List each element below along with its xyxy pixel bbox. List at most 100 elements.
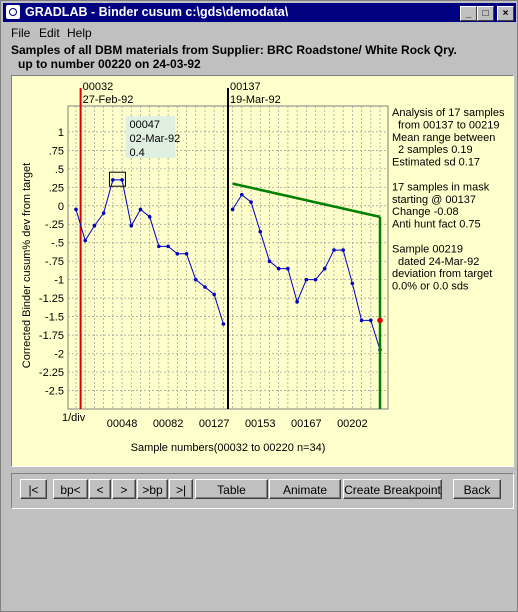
data-point [267, 259, 272, 263]
y-tick-label: -2 [54, 349, 64, 361]
cusum-chart: 1 .75 .5 .25 0 -.25 -.5 -.75 -1 -1.25 -1.5 -1.75 -2 -… [21, 81, 505, 454]
menu-bar: File Edit Help [3, 23, 515, 41]
analysis-line: starting @ 00137 [392, 194, 476, 206]
data-point [332, 248, 336, 252]
analysis-line: 0.0% or 0.0 sds [392, 281, 469, 293]
data-point [341, 248, 345, 252]
data-point [249, 200, 253, 204]
data-point [147, 215, 152, 219]
menu-edit[interactable]: Edit [39, 26, 60, 40]
y-tick-label: -.75 [45, 256, 64, 268]
x-tick-label: 00127 [199, 418, 230, 430]
x-axis-title: Sample numbers(00032 to 00220 n=34) [131, 442, 326, 454]
analysis-line: 17 samples in mask [392, 181, 490, 193]
window-title: GRADLAB - Binder cusum c:\gds\demodata\ [25, 5, 289, 19]
data-point [166, 244, 170, 249]
data-point [322, 266, 327, 271]
data-point [240, 192, 244, 197]
x-tick-label: 00082 [153, 418, 184, 430]
y-tick-label: -.5 [51, 238, 64, 250]
y-tick-label: .25 [49, 182, 64, 194]
header-line-2: up to number 00220 on 24-03-92 [18, 57, 201, 71]
data-point [286, 266, 290, 271]
close-button[interactable]: × [497, 6, 514, 21]
axis-scale-label: 1/div [62, 412, 86, 424]
prev-button[interactable]: < [89, 479, 111, 499]
analysis-line: Change -0.08 [392, 206, 459, 218]
data-point [138, 207, 143, 212]
data-point [359, 318, 364, 323]
table-button[interactable]: Table [195, 479, 268, 499]
data-point [74, 207, 78, 212]
create-breakpoint-button[interactable]: Create Breakpoint [343, 479, 442, 499]
app-icon[interactable] [6, 5, 20, 19]
analysis-line: Estimated sd 0.17 [392, 157, 480, 169]
animate-button[interactable]: Animate [269, 479, 341, 499]
analysis-line: dated 24-Mar-92 [398, 256, 479, 268]
chart-panel: 1 .75 .5 .25 0 -.25 -.5 -.75 -1 -1.25 -1.5 -1.75 -2 -… [11, 75, 514, 467]
back-button[interactable]: Back [453, 479, 501, 499]
last-button[interactable]: >| [169, 479, 193, 499]
breakpoint-sample-label: 00137 [230, 81, 261, 93]
x-tick-label: 00167 [291, 418, 322, 430]
x-tick-label: 00048 [107, 418, 138, 430]
data-point [175, 252, 180, 256]
y-tick-label: -1.75 [39, 330, 64, 342]
data-point [129, 223, 134, 228]
breakpoint-sample-label: 00032 [83, 81, 114, 93]
y-tick-label: -2.5 [45, 386, 64, 398]
info-box-sample: 00047 [129, 119, 160, 131]
header-line-1: Samples of all DBM materials from Suppli… [11, 43, 457, 57]
next-button[interactable]: > [112, 479, 136, 499]
y-tick-label: .5 [55, 164, 64, 176]
mask-arm [232, 182, 381, 219]
data-point [212, 292, 216, 297]
menu-file[interactable]: File [11, 26, 31, 40]
highlight-marker-box [108, 171, 126, 187]
data-point [304, 277, 309, 282]
data-point [157, 244, 161, 249]
analysis-line: deviation from target [392, 268, 492, 280]
data-point [276, 266, 281, 271]
first-button[interactable]: |< [20, 479, 47, 499]
x-tick-label: 00153 [245, 418, 276, 430]
y-tick-label: -2.25 [39, 367, 64, 379]
maximize-button[interactable]: □ [477, 6, 494, 21]
analysis-line: from 00137 to 00219 [398, 119, 500, 131]
minimize-button[interactable]: _ [460, 6, 477, 21]
data-point [313, 277, 318, 282]
y-tick-label: 0 [58, 201, 64, 213]
menu-help[interactable]: Help [67, 26, 92, 40]
y-tick-label: 1 [58, 127, 64, 139]
info-box-date: 02-Mar-92 [129, 133, 180, 145]
y-axis-title: Corrected Binder cusum% dev from target [21, 163, 33, 368]
data-point [203, 285, 207, 289]
data-point [111, 178, 115, 182]
data-point [295, 300, 299, 304]
current-sample-marker [377, 317, 383, 324]
data-point [120, 178, 124, 182]
y-tick-label: -.25 [45, 219, 64, 231]
next-breakpoint-button[interactable]: >bp [137, 479, 168, 499]
analysis-line: Sample 00219 [392, 243, 463, 255]
analysis-line: 2 samples 0.19 [398, 144, 473, 156]
y-tick-label: .75 [49, 145, 64, 157]
info-box-value: 0.4 [129, 147, 144, 159]
analysis-line: Anti hunt fact 0.75 [392, 219, 481, 231]
data-point [184, 252, 189, 256]
button-bar: |< bp< < > >bp >| Table Animate Create B… [11, 473, 514, 509]
analysis-line: Analysis of 17 samples [392, 107, 505, 119]
data-point [230, 207, 235, 212]
data-point [193, 277, 198, 282]
info-box [125, 116, 176, 158]
data-point [83, 238, 88, 243]
y-tick-label: -1.5 [45, 312, 64, 324]
data-point [92, 223, 97, 228]
data-point [101, 211, 106, 215]
prev-breakpoint-button[interactable]: bp< [53, 479, 88, 499]
breakpoint-date-label: 19-Mar-92 [230, 94, 281, 106]
y-tick-label: -1 [54, 275, 64, 287]
y-tick-label: -1.25 [39, 293, 64, 305]
x-tick-label: 00202 [337, 418, 368, 430]
